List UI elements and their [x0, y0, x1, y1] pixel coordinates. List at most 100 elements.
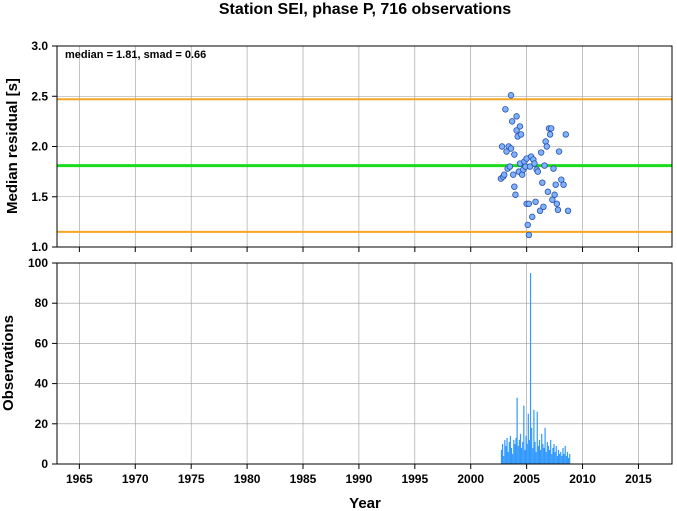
- observation-bar: [512, 453, 514, 464]
- observations-y-tick-label: 100: [28, 256, 48, 270]
- observation-bar: [545, 451, 547, 464]
- residual-point: [525, 200, 533, 207]
- observation-bar: [517, 445, 519, 464]
- observation-bar: [548, 449, 551, 464]
- observation-bar: [515, 437, 517, 464]
- residual-point: [560, 181, 567, 188]
- chart-title: Station SEI, phase P, 716 observations: [219, 1, 511, 18]
- observations-grid: [57, 262, 672, 465]
- residual-point: [510, 171, 517, 178]
- x-tick-label: 2010: [569, 472, 596, 486]
- x-tick-label: 1975: [178, 472, 205, 486]
- observation-bar: [528, 439, 531, 464]
- observation-bar: [537, 445, 539, 464]
- x-tick-label: 1970: [122, 472, 149, 486]
- observation-bar: [546, 441, 548, 464]
- observation-bar: [529, 273, 532, 464]
- observation-bar: [519, 433, 522, 464]
- observation-bar: [540, 449, 542, 464]
- residual-y-tick-label: 1.0: [31, 240, 48, 254]
- residual-point: [508, 118, 516, 125]
- observation-bar: [535, 451, 537, 464]
- residual-point: [550, 165, 557, 172]
- observation-bar: [547, 445, 550, 464]
- observation-bar: [543, 447, 545, 464]
- residual-point: [513, 113, 520, 120]
- observation-bar: [561, 455, 563, 464]
- observation-bar: [554, 451, 556, 464]
- observation-bar: [500, 449, 503, 464]
- residual-point: [548, 125, 555, 132]
- x-tick-label: 1985: [290, 472, 317, 486]
- observation-bar: [509, 435, 512, 464]
- observation-bar: [501, 443, 504, 464]
- observation-bar: [567, 457, 570, 464]
- residual-y-tick-label: 1.5: [31, 190, 48, 204]
- residual-point: [517, 131, 525, 138]
- observations-y-tick-label: 40: [35, 377, 49, 391]
- observation-bar: [513, 439, 515, 464]
- residual-point: [546, 131, 554, 138]
- residual-point: [539, 179, 546, 186]
- observation-bar: [541, 433, 543, 464]
- observation-bar: [566, 451, 569, 464]
- observations-y-tick-label: 20: [35, 417, 49, 431]
- residual-point: [564, 207, 572, 215]
- residual-point: [511, 183, 518, 190]
- observations-y-tick-label: 80: [35, 296, 49, 310]
- residual-point: [501, 171, 508, 178]
- residual-point: [555, 148, 563, 155]
- observation-bar: [569, 453, 571, 464]
- residual-point: [507, 145, 515, 152]
- residual-point: [551, 191, 558, 198]
- residual-point: [543, 143, 550, 150]
- observation-bar: [557, 449, 560, 464]
- observation-bar: [553, 443, 555, 464]
- residual-point: [537, 149, 545, 156]
- residual-point: [531, 160, 538, 167]
- observation-bar: [503, 455, 505, 464]
- observation-bar: [538, 439, 541, 464]
- observation-bar: [559, 453, 561, 464]
- observation-bar: [562, 447, 564, 464]
- residual-point: [513, 127, 520, 134]
- observations-panel: 0 20 40 60 80 100 1965 1970 1975 1980 1985 1990 199…: [0, 256, 673, 511]
- observation-bar: [521, 447, 523, 464]
- observation-bar: [523, 405, 525, 464]
- observation-bar: [516, 397, 518, 464]
- observation-bar: [544, 427, 546, 464]
- observation-bar: [542, 443, 544, 464]
- observations-y-tick-label: 0: [41, 457, 48, 471]
- reference-lines: [57, 98, 672, 233]
- residual-y-tick-label: 2.5: [31, 89, 48, 103]
- x-tick-label: 1995: [401, 472, 428, 486]
- observation-bar: [550, 439, 552, 464]
- residual-point: [532, 198, 539, 205]
- residual-point: [554, 206, 562, 214]
- observation-bar: [518, 439, 520, 464]
- residual-point: [516, 123, 524, 130]
- observations-y-tick-label: 60: [35, 336, 49, 350]
- observation-bar: [564, 445, 566, 464]
- observation-bar: [525, 435, 527, 464]
- observation-bar: [560, 451, 562, 464]
- residual-panel: 1.0 1.5 2.0 2.5 3.0 median = 1.81, smad = 0.…: [4, 39, 673, 254]
- observation-bar: [527, 413, 529, 464]
- residual-point: [506, 163, 514, 170]
- x-tick-label: 1980: [234, 472, 261, 486]
- x-tick-label: 1965: [66, 472, 93, 486]
- residual-point: [529, 213, 536, 221]
- observation-bars: [500, 273, 571, 464]
- observation-bar: [522, 441, 524, 464]
- observation-bar: [524, 449, 526, 464]
- residual-point: [507, 92, 515, 99]
- observation-bar: [563, 453, 565, 464]
- residual-point: [511, 151, 518, 158]
- observations-panel-frame: [56, 262, 673, 465]
- x-tick-label: 2000: [457, 472, 484, 486]
- x-axis-label: Year: [349, 495, 381, 511]
- observation-bar: [555, 445, 557, 464]
- residual-grid: [57, 45, 672, 248]
- residual-point: [553, 200, 561, 207]
